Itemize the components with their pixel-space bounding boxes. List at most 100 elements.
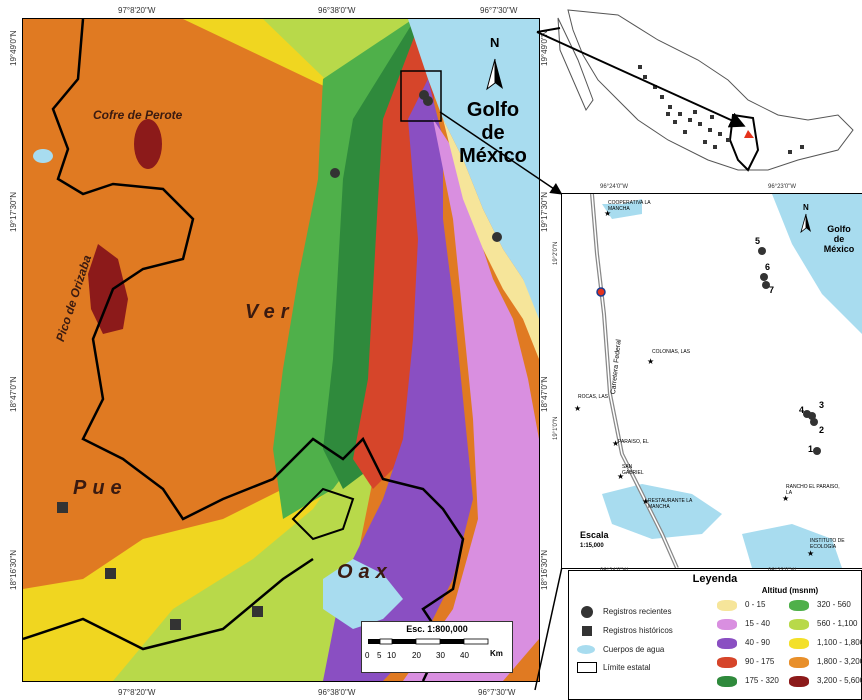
- cofre-de-perote-peak: [134, 119, 162, 169]
- place-label: COLONIAS, LAS: [652, 349, 691, 355]
- scale-tick: 5: [377, 651, 382, 660]
- record-recent-marker: [492, 232, 502, 242]
- scale-tick: 40: [460, 651, 469, 660]
- altitude-label: 320 - 560: [817, 600, 851, 609]
- svg-text:★: ★: [807, 549, 814, 558]
- altitude-label: 90 - 175: [745, 657, 775, 666]
- inset-scale-title: Escala: [580, 530, 609, 540]
- state-boundary-ver: [51, 19, 465, 681]
- inset-record-markers: [758, 247, 821, 455]
- altitude-swatch: [789, 657, 809, 668]
- place-label: RANCHO EL PARAISO, LA: [786, 484, 840, 496]
- record-number: 6: [765, 262, 771, 272]
- state-boundary-pue-oax: [23, 557, 314, 651]
- legend-subtitle: Altitud (msnm): [761, 586, 819, 595]
- main-map: Cofre de Perote Pico de Orizaba Ver Pue …: [22, 18, 540, 682]
- inset-extent-box: [400, 70, 442, 122]
- altitude-swatch: [717, 657, 737, 668]
- place-label: COOPERATIVA LA MANCHA: [608, 200, 651, 212]
- inset-sea: [772, 194, 862, 334]
- baja-california-outline: [557, 17, 594, 112]
- inset-pond: [602, 199, 642, 219]
- legend-symbol-label: Límite estatal: [603, 663, 651, 672]
- elevation-0-15-zone: [443, 119, 539, 359]
- mexico-outline: [567, 9, 854, 171]
- svg-text:★: ★: [617, 472, 624, 481]
- record-number: 1: [808, 444, 814, 454]
- svg-text:★: ★: [612, 439, 619, 448]
- arrow-inset-bottom: [534, 566, 563, 691]
- svg-text:★: ★: [574, 404, 581, 413]
- altitude-swatch: [717, 676, 737, 687]
- record-historic-marker: [252, 606, 263, 617]
- elevation-40-90-zone: [323, 79, 473, 681]
- svg-text:★: ★: [782, 494, 789, 503]
- altitude-label: 1,100 - 1,800: [817, 638, 862, 647]
- place-label: INSTITUTO DE ECOLOGIA: [810, 538, 845, 550]
- scale-unit: Km: [490, 649, 503, 658]
- legend-symbol-label: Registros recientes: [603, 607, 672, 616]
- scale-title: Esc. 1:800,000: [406, 624, 468, 634]
- inset-lagoon-south: [742, 524, 842, 568]
- historic-record-icon: [582, 626, 592, 636]
- altitude-label: 175 - 320: [745, 676, 779, 685]
- scale-tick: 10: [387, 651, 396, 660]
- scale-bar: [368, 638, 489, 645]
- lagoon-water: [323, 559, 403, 629]
- arrow-to-locator: [536, 31, 746, 128]
- state-boundary-icon: [577, 662, 597, 673]
- inset-golfo-label: Golfo de México: [814, 224, 862, 254]
- inset-coord-top: 96°24'0"W: [600, 184, 629, 190]
- svg-text:★: ★: [642, 497, 649, 506]
- road-shield-icon: [596, 287, 606, 297]
- coord-bottom: 96°7'30"W: [478, 688, 516, 697]
- label-cofre-de-perote: Cofre de Perote: [93, 108, 183, 122]
- legend-symbol-label: Registros históricos: [603, 626, 673, 635]
- inset-golfo-line-1: Golfo: [827, 224, 851, 234]
- record-recent-marker: [330, 168, 340, 178]
- record-number: 3: [819, 400, 825, 410]
- altitude-swatch: [789, 638, 809, 649]
- recent-record-icon: [581, 606, 593, 618]
- legend-box: Leyenda Altitud (msnm) Registros recient…: [568, 570, 862, 700]
- north-label: N: [490, 35, 500, 50]
- inset-scale-value: 1:15,000: [580, 543, 604, 549]
- main-map-terrain: [23, 19, 539, 681]
- inset-coord-top: 96°23'0"W: [768, 184, 797, 190]
- record-historic-marker: [57, 502, 68, 513]
- label-golfo-line-1: Golfo: [466, 99, 520, 121]
- altitude-label: 15 - 40: [745, 619, 770, 628]
- scale-tick: 20: [412, 651, 421, 660]
- record-recent-marker: [423, 96, 433, 106]
- record-historic-marker: [170, 619, 181, 630]
- scale-tick: 30: [436, 651, 445, 660]
- altitude-label: 0 - 15: [745, 600, 766, 609]
- altitude-swatch: [789, 600, 809, 611]
- locator-records-markers: [638, 65, 804, 154]
- scale-box: Esc. 1:800,000 0 5 10 20 30 40 Km: [361, 621, 513, 673]
- svg-text:★: ★: [647, 357, 654, 366]
- label-golfo-de-mexico: Golfo de México: [453, 99, 533, 168]
- lake-water: [33, 149, 53, 163]
- arrow-locator-base: [536, 27, 561, 33]
- inset-map: ★ ★ ★ ★ ★ ★ ★ ★ COOPERATIVA LA MANCHA COLONIA…: [561, 193, 862, 569]
- coord-top: 96°38'0"W: [318, 6, 356, 15]
- pico-de-orizaba-peak: [88, 244, 128, 334]
- svg-text:★: ★: [604, 209, 611, 218]
- inset-coord-left: 19°1'0"N: [553, 416, 559, 440]
- altitude-label: 560 - 1,100: [817, 619, 858, 628]
- record-number: 4: [799, 405, 805, 415]
- altitude-swatch: [789, 676, 809, 687]
- elevation-560-1100-zone: [113, 19, 413, 681]
- altitude-swatch: [717, 600, 737, 611]
- water-body-icon: [577, 645, 595, 654]
- inset-golfo-line-3: México: [823, 244, 855, 254]
- place-label: PARAISO, EL: [618, 439, 649, 445]
- altitude-label: 40 - 90: [745, 638, 770, 647]
- coord-top: 97°8'20"W: [118, 6, 156, 15]
- scale-tick: 0: [365, 651, 370, 660]
- place-label: RESTAURANTE LA MANCHA: [648, 498, 693, 510]
- coord-bottom: 97°8'20"W: [118, 688, 156, 697]
- record-number: 2: [819, 425, 825, 435]
